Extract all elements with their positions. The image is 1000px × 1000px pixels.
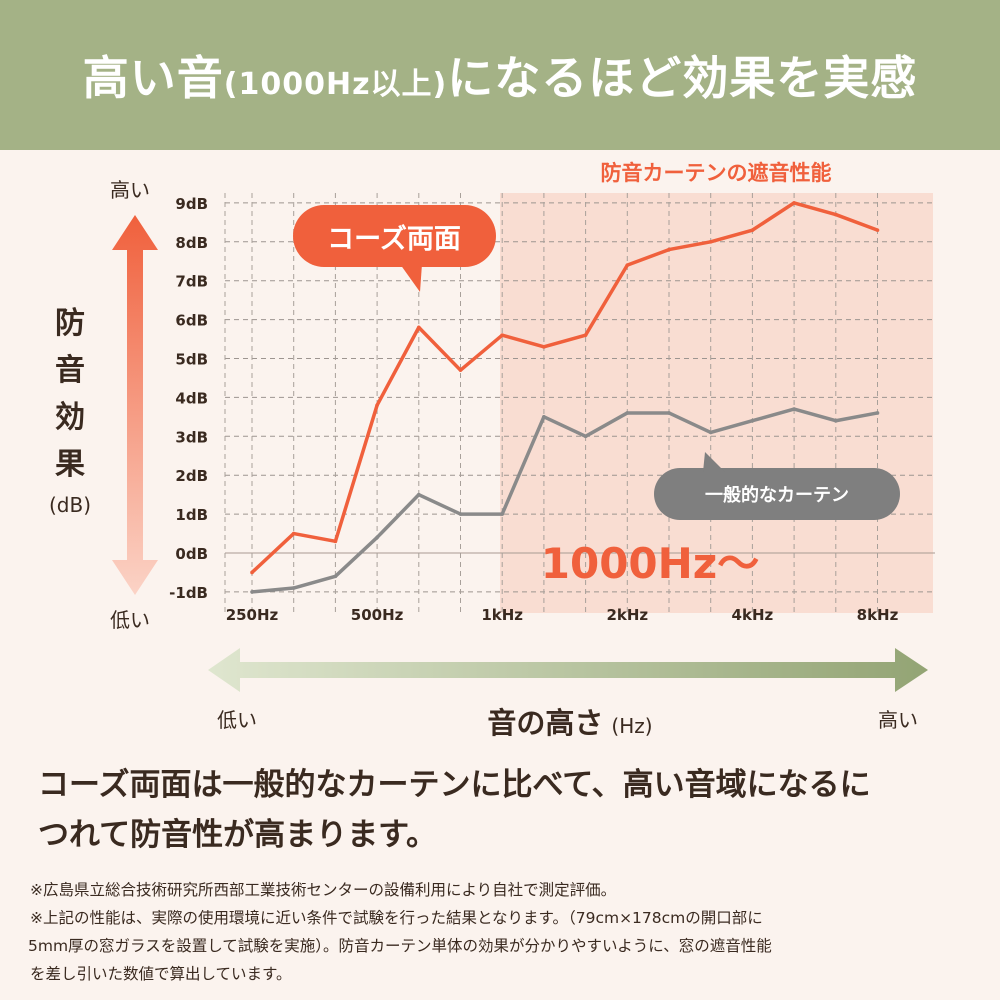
legend-general: 一般的なカーテン [654, 452, 900, 520]
tick-labels: -1dB 0dB 1dB 2dB 3dB 4dB 5dB 6dB 7dB 8dB 9dB 250Hz 5… [169, 195, 898, 624]
x-tick-label: 250Hz [226, 606, 279, 624]
data-point [792, 407, 796, 411]
footnote: ※広島県立総合技術研究所西部工業技術センターの設備利用により自社で測定評価。 [30, 881, 617, 899]
data-point [291, 531, 296, 536]
data-point [625, 263, 630, 267]
footnote: を差し引いた数値で算出しています。 [30, 965, 292, 983]
y-axis-unit: (dB) [48, 493, 92, 517]
x-right-label: 高い [878, 708, 918, 732]
data-point [417, 492, 421, 497]
data-point [750, 228, 755, 232]
highlight-region [500, 193, 933, 613]
data-point [750, 418, 755, 423]
x-tick-label: 1kHz [481, 606, 523, 624]
series-line-general [251, 407, 878, 594]
data-point [542, 345, 546, 349]
series-line-kose [250, 201, 879, 574]
svg-text:一般的なカーテン: 一般的なカーテン [705, 484, 849, 506]
data-point [667, 411, 671, 415]
header-banner: 高い音(1000Hz以上)になるほど効果を実感 [0, 0, 1000, 150]
y-tick-label: 0dB [175, 545, 208, 563]
y-tick-label: 4dB [175, 389, 208, 407]
data-point [250, 590, 254, 594]
data-point [875, 228, 880, 232]
data-point [625, 411, 630, 415]
legend-kose: コーズ両面 [293, 205, 496, 292]
data-point [792, 201, 796, 205]
data-point [417, 325, 421, 330]
x-tick-label: 500Hz [351, 606, 404, 624]
data-point [542, 415, 546, 419]
data-point [708, 430, 713, 435]
grid [224, 193, 935, 612]
page-title: 高い音(1000Hz以上)になるほど効果を実感 [82, 51, 918, 105]
x-tick-label: 4kHz [732, 606, 774, 624]
data-point [250, 570, 254, 575]
data-point [291, 586, 296, 590]
y-tick-label: 9dB [175, 195, 208, 213]
svg-text:コーズ両面: コーズ両面 [327, 223, 461, 255]
series-lines [250, 201, 880, 594]
data-point [875, 411, 880, 415]
data-point [834, 212, 838, 217]
y-tick-label: -1dB [169, 584, 208, 602]
data-point [500, 333, 505, 337]
y-tick-label: 1dB [175, 506, 208, 524]
footnote: 5mm厚の窓ガラスを設置して試験を実施）。防音カーテン単体の効果が分かりやすいよ… [28, 937, 772, 955]
x-left-label: 低い [217, 708, 257, 732]
y-tick-label: 3dB [175, 428, 208, 446]
y-tick-label: 7dB [175, 273, 208, 291]
y-tick-label: 8dB [175, 234, 208, 252]
data-point [458, 368, 463, 372]
highlight-range-label: 1000Hz〜 [541, 539, 760, 588]
footnote: ※上記の性能は、実際の使用環境に近い条件で試験を行った結果となります。（79cm… [30, 909, 763, 927]
x-tick-label: 2kHz [606, 606, 648, 624]
data-point [708, 240, 713, 244]
data-point [500, 512, 505, 516]
data-point [333, 539, 338, 544]
x-axis-title: 音の高さ (Hz) [487, 706, 652, 740]
data-point [375, 403, 379, 407]
chart: -1dB 0dB 1dB 2dB 3dB 4dB 5dB 6dB 7dB 8dB 9dB 250Hz 5… [110, 161, 935, 740]
data-point [375, 535, 379, 540]
y-tick-label: 6dB [175, 312, 208, 330]
data-point [583, 333, 588, 337]
y-top-label: 高い [110, 178, 150, 202]
x-tick-label: 8kHz [857, 606, 899, 624]
y-bottom-label: 低い [110, 608, 150, 632]
data-point [333, 574, 338, 579]
x-arrow-icon [208, 648, 928, 692]
data-point [667, 247, 671, 252]
y-tick-label: 5dB [175, 351, 208, 369]
footnotes: ※広島県立総合技術研究所西部工業技術センターの設備利用により自社で測定評価。 ※… [28, 876, 772, 988]
y-tick-label: 2dB [175, 467, 208, 485]
y-axis-title: 防音効果 [55, 306, 85, 482]
y-arrow-icon [112, 215, 158, 595]
data-point [834, 418, 838, 423]
data-point [583, 434, 588, 439]
description: コーズ両面は一般的なカーテンに比べて、高い音域になるに つれて防音性が高まります… [38, 767, 871, 853]
data-point [458, 512, 463, 516]
highlight-title: 防音カーテンの遮音性能 [601, 161, 832, 185]
